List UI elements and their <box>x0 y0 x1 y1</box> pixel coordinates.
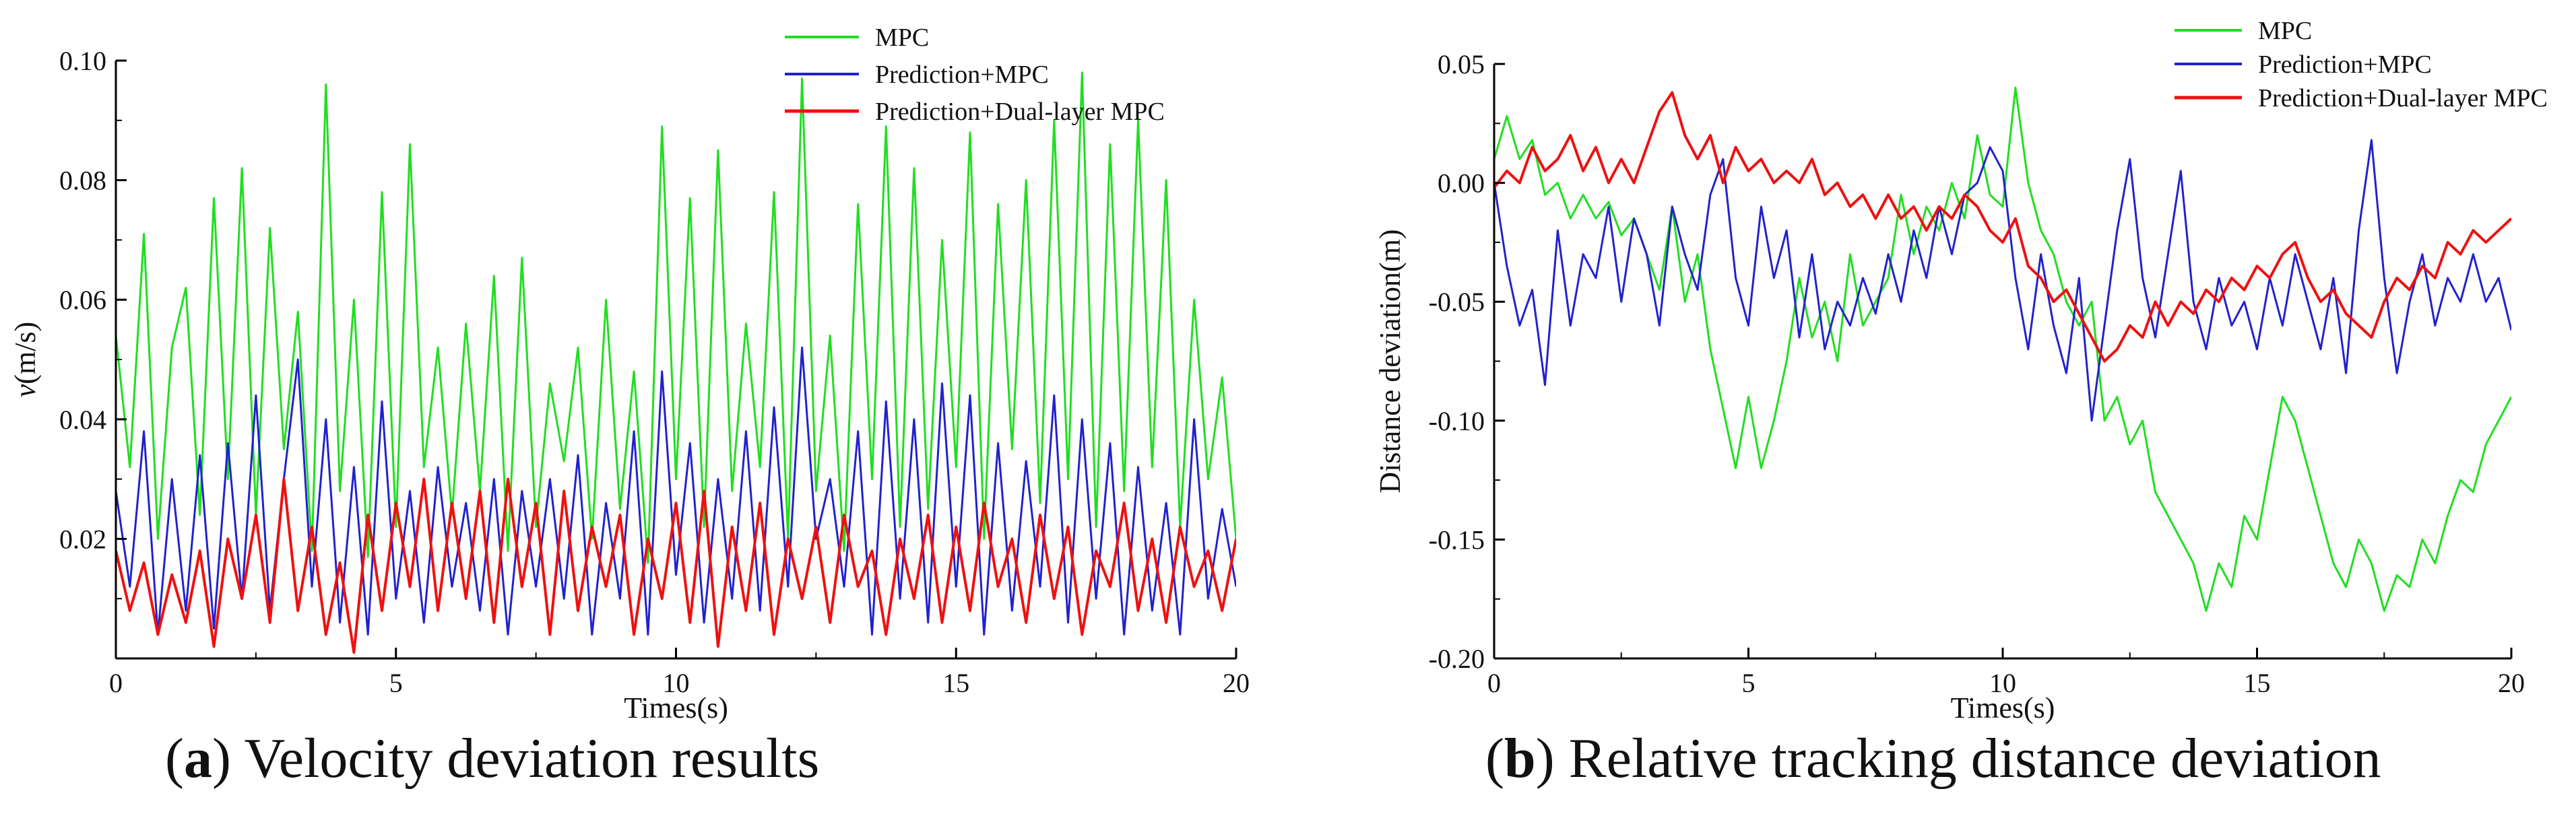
series-line-prediction-mpc <box>116 346 1236 636</box>
series-line-mpc <box>116 71 1236 564</box>
x-tick-label: 15 <box>2244 668 2271 698</box>
x-tick-label: 0 <box>1487 668 1501 698</box>
y-axis-label: Distance deviation(m) <box>1374 229 1407 493</box>
legend-label: MPC <box>875 24 929 52</box>
x-axis-label: Times(s) <box>1951 691 2055 724</box>
legend: MPC Prediction+MPC Prediction+Dual-layer M… <box>2175 17 2548 112</box>
series-line-prediction-dual-layer-mpc <box>1494 91 2511 363</box>
x-tick-label: 20 <box>1223 668 1250 698</box>
series-group <box>1494 86 2511 612</box>
caption-b: (b) Relative tracking distance deviation <box>1485 727 2381 790</box>
y-axis-label: v(m/s) <box>9 322 42 397</box>
x-tick-label: 5 <box>389 668 403 698</box>
caption-a-letter: a <box>183 727 212 790</box>
y-axis-label-unit: (m/s) <box>9 322 42 384</box>
legend-label: Prediction+MPC <box>2258 50 2432 79</box>
y-tick-label: 0.04 <box>59 405 106 435</box>
y-tick-label: 0.05 <box>1438 49 1485 79</box>
legend-label: Prediction+Dual-layer MPC <box>2258 84 2548 112</box>
chart-distance-deviation: 0 5 10 15 20 -0.20 -0.15 -0.10 -0.05 0.00 0.05 Time… <box>1374 17 2548 724</box>
series-line-prediction-mpc <box>1494 139 2511 422</box>
caption-a: (a) Velocity deviation results <box>165 727 820 790</box>
x-tick-label: 15 <box>942 668 969 698</box>
series-line-mpc <box>1494 86 2511 612</box>
caption-b-text: ) Relative tracking distance deviation <box>1535 727 2381 790</box>
series-group <box>116 71 1236 654</box>
x-tick-label: 20 <box>2498 668 2525 698</box>
x-axis-label: Times(s) <box>624 691 728 724</box>
legend-label: Prediction+MPC <box>875 61 1049 89</box>
x-tick-label: 0 <box>109 668 123 698</box>
y-tick-label: 0.08 <box>59 166 106 196</box>
x-tick-label: 10 <box>1989 668 2016 698</box>
y-tick-label: 0.00 <box>1438 168 1485 199</box>
y-tick-label: 0.10 <box>59 46 106 76</box>
y-tick-label: 0.02 <box>59 524 106 554</box>
y-tick-label: 0.06 <box>59 285 106 315</box>
caption-b-letter: b <box>1504 727 1536 790</box>
y-axis-label-symbol: v <box>9 384 42 397</box>
y-tick-label: -0.15 <box>1429 524 1485 555</box>
y-tick-label: -0.20 <box>1429 644 1485 674</box>
legend-label: MPC <box>2258 17 2312 45</box>
y-tick-label: -0.10 <box>1429 406 1485 436</box>
series-line-prediction-dual-layer-mpc <box>116 477 1236 654</box>
legend-label: Prediction+Dual-layer MPC <box>875 98 1165 126</box>
x-tick-label: 10 <box>663 668 690 698</box>
chart-velocity-deviation: 0 5 10 15 20 0.02 0.04 0.06 0.08 0.10 Times(s) v(m/… <box>9 24 1250 724</box>
y-tick-label: -0.05 <box>1429 287 1485 317</box>
legend: MPC Prediction+MPC Prediction+Dual-layer M… <box>785 24 1165 126</box>
x-tick-label: 5 <box>1742 668 1756 698</box>
caption-a-text: ) Velocity deviation results <box>212 727 820 790</box>
